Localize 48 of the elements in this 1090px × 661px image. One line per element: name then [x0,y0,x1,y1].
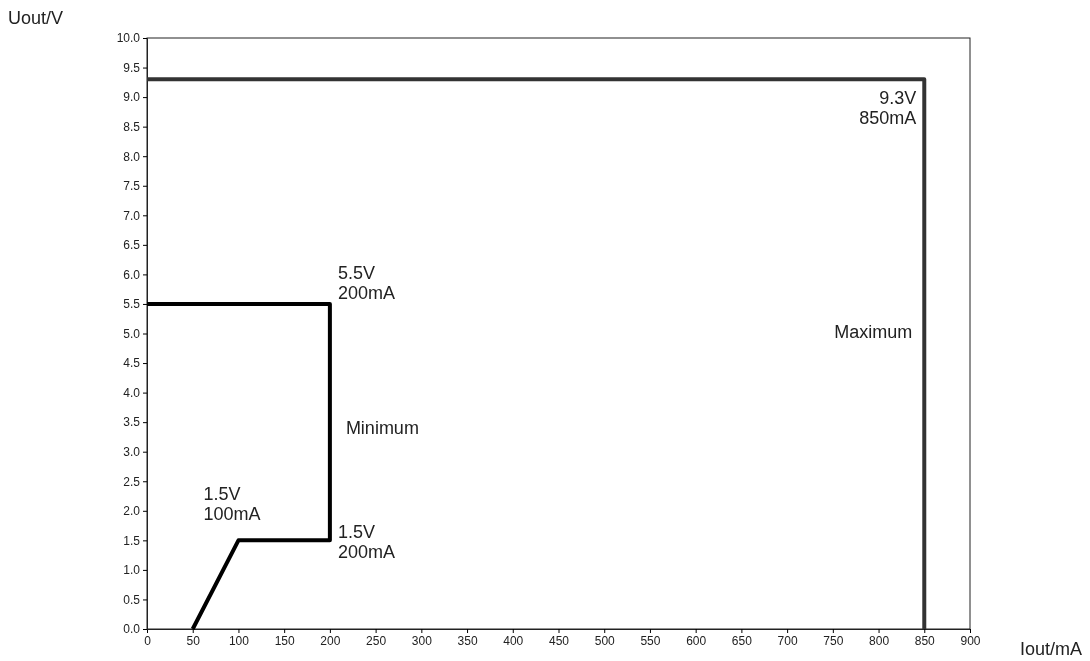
y-tick-label: 7.5 [123,179,141,194]
annotation: 1.5V 100mA [203,484,261,525]
y-tick-label: 9.0 [123,90,141,105]
y-tick-label: 8.5 [123,119,141,134]
x-tick-label: 450 [548,633,570,648]
annotation: 5.5V 200mA [337,262,395,303]
y-tick-label: 10.0 [116,31,141,46]
y-tick-label: 0.0 [123,622,141,637]
x-tick-label: 0 [144,633,152,648]
x-tick-label: 500 [594,633,616,648]
x-tick-label: 550 [640,633,661,648]
y-tick-label: 4.5 [123,356,141,371]
y-tick-label: 5.0 [123,326,141,341]
series-label: Minimum [345,418,419,439]
series-label: Maximum [834,322,913,343]
x-tick-label: 100 [228,633,250,648]
y-tick-label: 1.5 [123,533,141,548]
y-tick-label: 0.5 [123,592,141,607]
x-tick-label: 850 [914,633,936,648]
x-tick-label: 200 [320,633,341,648]
y-tick-label: 2.5 [123,474,141,489]
annotation: 9.3V 850mA [859,88,917,129]
y-tick-label: 8.0 [123,149,141,164]
x-tick-label: 250 [366,633,387,648]
x-axis-title: Iout/mA [1019,639,1082,659]
y-tick-label: 6.0 [123,267,141,282]
x-tick-label: 900 [960,633,981,648]
y-tick-label: 3.0 [123,445,141,460]
x-tick-label: 50 [186,633,201,648]
x-tick-label: 350 [457,633,478,648]
y-tick-label: 5.5 [123,297,141,312]
y-axis-title: Uout/V [8,8,64,28]
y-tick-label: 9.5 [123,60,141,75]
y-tick-label: 7.0 [123,208,141,223]
y-tick-label: 3.5 [123,415,141,430]
x-tick-label: 700 [777,633,798,648]
annotation: 1.5V 200mA [337,522,395,563]
x-tick-label: 150 [274,633,295,648]
x-tick-label: 750 [823,633,844,648]
y-tick-label: 6.5 [123,238,141,253]
x-tick-label: 400 [503,633,524,648]
x-tick-label: 300 [411,633,433,648]
x-tick-label: 650 [731,633,753,648]
y-tick-label: 1.0 [123,563,141,578]
x-tick-label: 600 [686,633,707,648]
x-tick-label: 800 [869,633,890,648]
y-tick-label: 4.0 [123,385,141,400]
y-tick-label: 2.0 [123,504,141,519]
